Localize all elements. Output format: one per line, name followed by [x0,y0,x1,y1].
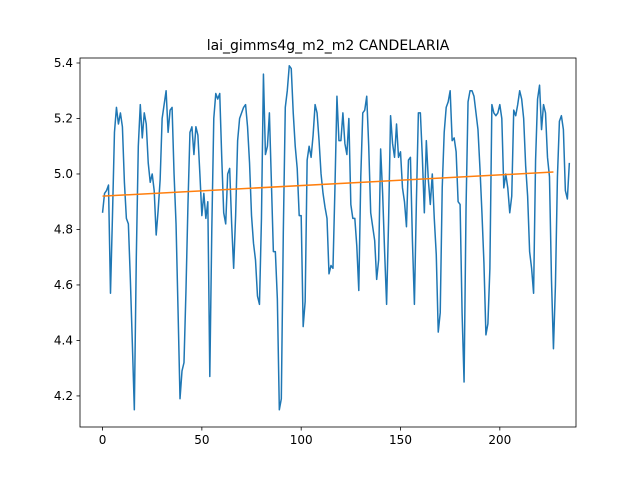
y-tick-label: 4.6 [54,278,73,292]
y-axis: 4.2 4.4 4.6 4.8 5.0 5.2 5.4 [54,56,80,403]
chart-title: lai_gimms4g_m2_m2 CANDELARIA [207,38,450,54]
x-tick-label: 200 [488,433,511,447]
axes-frame [79,57,577,428]
y-tick-label: 4.4 [54,333,73,347]
series-line-lai [101,65,571,411]
y-tick-label: 5.0 [54,167,73,181]
x-tick-label: 150 [389,433,412,447]
x-tick-label: 100 [290,433,313,447]
y-tick-label: 4.8 [54,222,73,236]
x-tick-label: 50 [194,433,209,447]
y-tick-label: 5.4 [54,56,73,70]
plot-area [101,65,571,411]
x-axis: 0 50 100 150 200 [99,427,511,447]
y-tick-label: 4.2 [54,389,73,403]
x-tick-label: 0 [99,433,107,447]
series-line-trend [102,171,554,197]
y-tick-label: 5.2 [54,111,73,125]
